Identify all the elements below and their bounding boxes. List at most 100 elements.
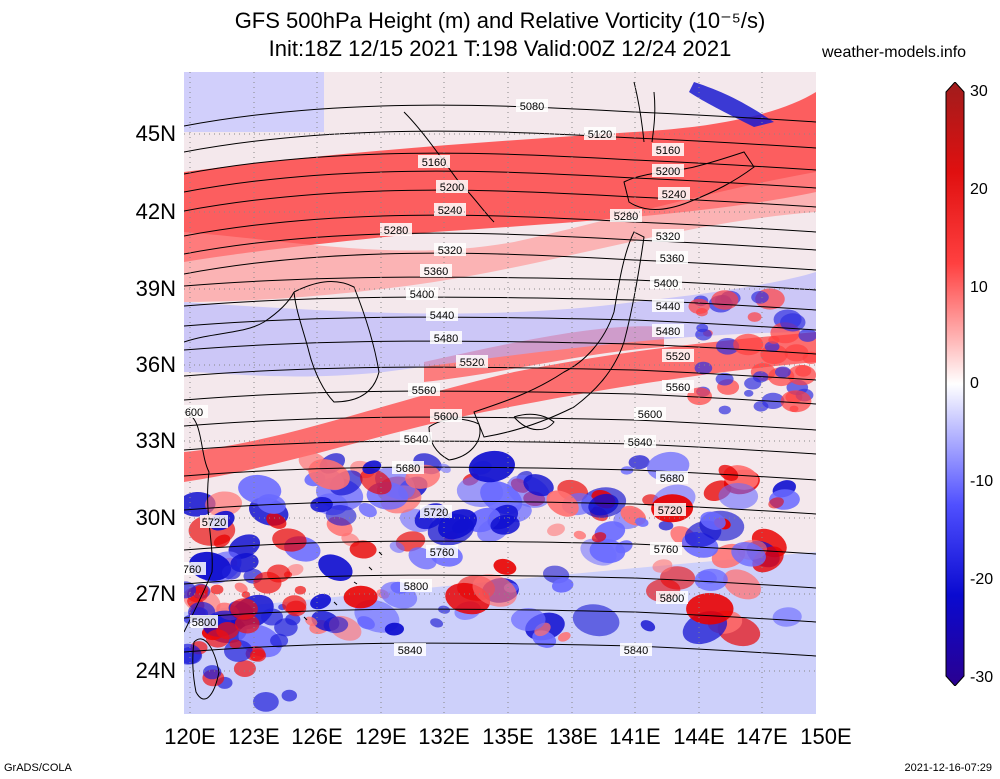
vorticity-cell xyxy=(695,328,712,341)
contour-label: 5600 xyxy=(430,409,462,423)
svg-text:5200: 5200 xyxy=(656,166,680,178)
svg-text:5720: 5720 xyxy=(424,507,448,519)
vorticity-cell xyxy=(731,541,766,567)
svg-text:5320: 5320 xyxy=(656,231,680,243)
contour-label: 5720 xyxy=(200,515,228,529)
lat-label: 42N xyxy=(135,199,176,224)
vorticity-cell xyxy=(359,468,392,495)
vorticity-cell xyxy=(798,328,816,342)
vorticity-cell xyxy=(282,595,307,614)
contour-label: 5800 xyxy=(400,579,432,593)
vorticity-cell xyxy=(787,364,816,386)
contour-label: 5320 xyxy=(434,243,466,257)
svg-text:5360: 5360 xyxy=(424,266,448,278)
vorticity-map: 5080 5120 5160 5160 5200 5200 5240 5240 5280 5280… xyxy=(184,72,816,714)
svg-text:5320: 5320 xyxy=(438,245,462,257)
vorticity-cell xyxy=(490,514,520,535)
vorticity-cell xyxy=(700,511,726,530)
vorticity-cell xyxy=(546,490,579,517)
vorticity-cell xyxy=(274,618,298,637)
vorticity-band xyxy=(184,332,816,482)
vorticity-cell xyxy=(308,459,350,490)
lon-label: 147E xyxy=(736,724,788,749)
vorticity-cell xyxy=(716,338,740,355)
contour-label: 5680 xyxy=(656,471,688,485)
svg-text:5720: 5720 xyxy=(202,517,226,529)
lon-label: 123E xyxy=(228,724,280,749)
contour-label: 600 xyxy=(184,405,208,419)
height-contour xyxy=(184,130,816,153)
height-contour xyxy=(184,416,816,431)
vorticity-cell xyxy=(715,372,734,386)
contour-label: 5200 xyxy=(436,180,468,194)
vorticity-cell xyxy=(744,389,754,397)
vorticity-cell xyxy=(780,313,806,332)
svg-text:5480: 5480 xyxy=(434,333,458,345)
contour-label: 5640 xyxy=(400,432,432,446)
svg-text:5840: 5840 xyxy=(624,645,648,657)
vorticity-cell xyxy=(249,649,267,662)
vorticity-cell xyxy=(686,593,734,625)
contour-label: 5520 xyxy=(662,349,694,363)
vorticity-cell xyxy=(523,474,554,497)
vorticity-cell xyxy=(694,361,713,375)
vorticity-cell xyxy=(591,532,607,543)
vorticity-cell xyxy=(718,482,759,510)
coastline xyxy=(303,551,383,621)
vorticity-cell xyxy=(266,513,287,529)
svg-text:5080: 5080 xyxy=(520,101,544,113)
colorbar-label: 20 xyxy=(970,181,988,198)
lat-label: 33N xyxy=(135,428,176,453)
svg-text:5720: 5720 xyxy=(658,505,682,517)
vorticity-cell xyxy=(764,341,780,352)
vorticity-cell xyxy=(547,523,565,537)
vorticity-cell xyxy=(551,577,574,593)
colorbar-gradient xyxy=(945,82,965,686)
lon-label: 126E xyxy=(291,724,343,749)
svg-text:5560: 5560 xyxy=(412,385,436,397)
height-contour xyxy=(184,500,816,515)
vorticity-cell xyxy=(635,517,649,527)
vorticity-cell xyxy=(802,351,816,364)
vorticity-cell xyxy=(233,660,256,677)
coastline xyxy=(192,638,220,700)
vorticity-cell xyxy=(253,571,282,594)
height-contour xyxy=(184,189,816,212)
svg-text:5680: 5680 xyxy=(660,473,684,485)
height-contour xyxy=(184,252,816,275)
vorticity-cell xyxy=(573,530,587,540)
contour-label: 5840 xyxy=(394,643,426,657)
lon-label: 138E xyxy=(546,724,598,749)
colorbar-label: 30 xyxy=(970,83,988,100)
vorticity-cell xyxy=(768,335,780,344)
vorticity-cell xyxy=(228,534,261,559)
vorticity-cell xyxy=(305,616,318,627)
svg-text:5600: 5600 xyxy=(638,409,662,421)
vorticity-cell xyxy=(723,569,762,600)
vorticity-cell xyxy=(384,622,404,636)
vorticity-cell xyxy=(229,639,242,649)
svg-text:5400: 5400 xyxy=(410,289,434,301)
vorticity-cell xyxy=(205,629,230,648)
vorticity-cell xyxy=(718,405,731,415)
vorticity-cell xyxy=(628,455,650,470)
height-contour xyxy=(184,340,816,355)
svg-text:5440: 5440 xyxy=(656,301,680,313)
vorticity-cell xyxy=(711,290,739,310)
svg-text:5120: 5120 xyxy=(588,129,612,141)
vorticity-cell xyxy=(694,568,728,591)
contour-label: 5800 xyxy=(656,591,688,605)
svg-text:5800: 5800 xyxy=(192,617,216,629)
vorticity-cell xyxy=(688,298,710,314)
lat-label: 30N xyxy=(135,505,176,530)
vorticity-cell xyxy=(775,366,791,378)
vorticity-cell xyxy=(747,312,762,322)
lon-label: 120E xyxy=(164,724,216,749)
svg-text:5800: 5800 xyxy=(660,593,684,605)
contour-label: 5320 xyxy=(652,229,684,243)
svg-text:5160: 5160 xyxy=(656,145,680,157)
contour-label: 5240 xyxy=(658,187,690,201)
vorticity-cell xyxy=(261,608,283,626)
vorticity-cell xyxy=(343,585,378,609)
vorticity-cell xyxy=(772,607,802,627)
